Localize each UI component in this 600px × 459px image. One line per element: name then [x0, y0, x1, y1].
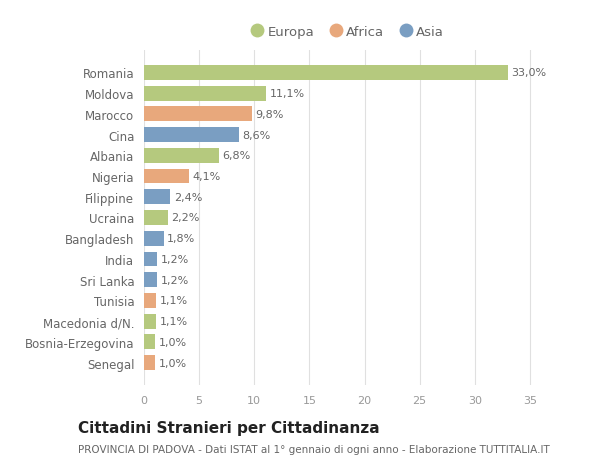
Text: 8,6%: 8,6% [242, 130, 271, 140]
Text: 11,1%: 11,1% [270, 89, 305, 99]
Bar [144, 355, 155, 370]
Text: Cittadini Stranieri per Cittadinanza: Cittadini Stranieri per Cittadinanza [78, 420, 380, 435]
Text: 1,1%: 1,1% [160, 317, 188, 326]
Text: 1,2%: 1,2% [161, 275, 189, 285]
Bar [144, 190, 170, 205]
Bar [144, 273, 157, 287]
Bar [144, 211, 168, 225]
Bar [144, 252, 157, 267]
Legend: Europa, Africa, Asia: Europa, Africa, Asia [247, 20, 449, 44]
Bar [144, 128, 239, 143]
Text: 2,2%: 2,2% [172, 213, 200, 223]
Text: 4,1%: 4,1% [193, 172, 221, 182]
Text: 1,0%: 1,0% [158, 358, 187, 368]
Bar [144, 169, 189, 184]
Bar [144, 231, 164, 246]
Bar [144, 314, 156, 329]
Bar [144, 86, 266, 101]
Text: 1,1%: 1,1% [160, 296, 188, 306]
Text: 2,4%: 2,4% [174, 192, 202, 202]
Text: 1,2%: 1,2% [161, 254, 189, 264]
Text: 6,8%: 6,8% [222, 151, 251, 161]
Bar [144, 107, 252, 122]
Text: 1,8%: 1,8% [167, 234, 196, 244]
Bar [144, 335, 155, 350]
Text: 1,0%: 1,0% [158, 337, 187, 347]
Text: PROVINCIA DI PADOVA - Dati ISTAT al 1° gennaio di ogni anno - Elaborazione TUTTI: PROVINCIA DI PADOVA - Dati ISTAT al 1° g… [78, 444, 550, 454]
Text: 33,0%: 33,0% [511, 68, 547, 78]
Text: 9,8%: 9,8% [256, 110, 284, 119]
Bar [144, 293, 156, 308]
Bar [144, 149, 219, 163]
Bar [144, 66, 508, 81]
